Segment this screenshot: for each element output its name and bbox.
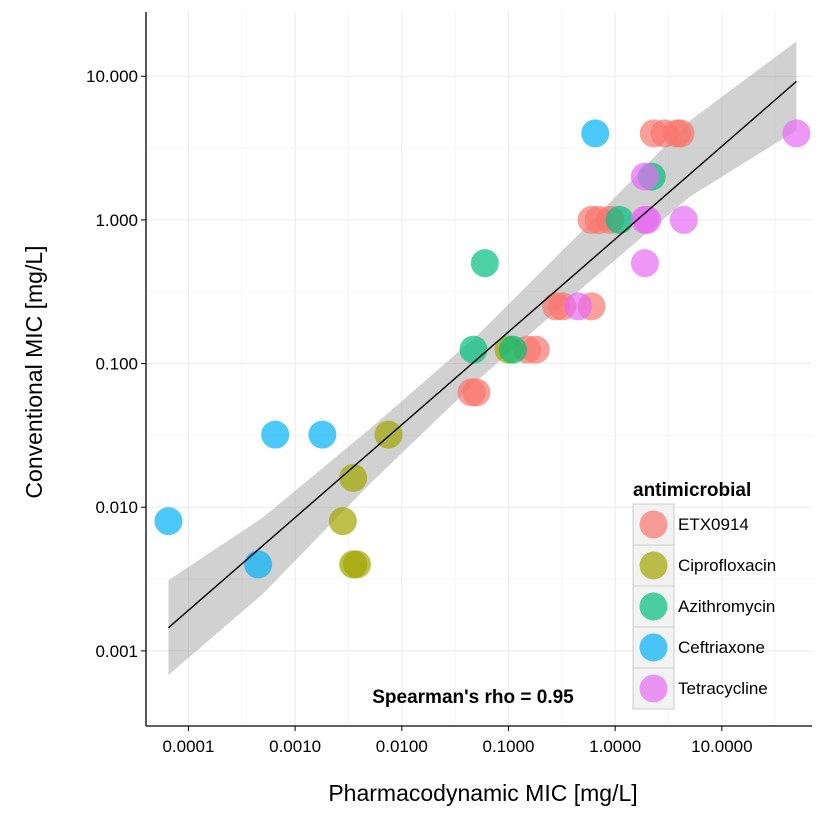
legend: antimicrobial ETX0914 Ciprofloxacin Azithr…: [632, 480, 776, 710]
legend-swatch-ciprofloxacin: [639, 551, 668, 580]
legend-swatch-etx0914: [639, 510, 668, 539]
spearman-annotation: Spearman's rho = 0.95: [372, 687, 574, 708]
regression-line: [168, 80, 797, 629]
axes: [145, 12, 812, 727]
point-tetracycline: [633, 205, 662, 234]
y-axis-title: Conventional MIC [mg/L]: [21, 245, 47, 498]
point-tetracycline: [630, 162, 659, 191]
point-azithromycin: [498, 335, 527, 364]
y-tick-label: 10.000: [86, 67, 138, 86]
legend-label-tetracycline: Tetracycline: [678, 679, 768, 698]
point-etx0914: [462, 378, 491, 407]
point-ceftriaxone: [244, 550, 273, 579]
regression-fit-line: [168, 80, 797, 629]
point-azithromycin: [605, 205, 634, 234]
point-ciprofloxacin: [342, 550, 371, 579]
y-tick-label: 0.100: [95, 355, 138, 374]
point-ceftriaxone: [261, 420, 290, 449]
data-points: [154, 119, 811, 579]
point-ciprofloxacin: [328, 507, 357, 536]
point-tetracycline: [782, 119, 811, 148]
x-axis-ticks: 0.0001 0.0010 0.0100 0.1000 1.0000 10.0000: [162, 726, 753, 756]
point-tetracycline: [630, 249, 659, 278]
y-tick-label: 0.001: [95, 642, 138, 661]
x-tick-label: 0.0010: [269, 737, 321, 756]
legend-label-ceftriaxone: Ceftriaxone: [678, 638, 765, 657]
point-azithromycin: [470, 249, 499, 278]
legend-label-ciprofloxacin: Ciprofloxacin: [678, 556, 776, 575]
point-ciprofloxacin: [339, 463, 368, 492]
x-axis-title: Pharmacodynamic MIC [mg/L]: [328, 780, 637, 806]
legend-swatch-azithromycin: [639, 592, 668, 621]
point-tetracycline: [564, 292, 593, 321]
legend-label-azithromycin: Azithromycin: [678, 597, 775, 616]
point-ceftriaxone: [154, 507, 183, 536]
x-tick-label: 1.0000: [589, 737, 641, 756]
x-tick-label: 0.0100: [376, 737, 428, 756]
point-etx0914: [666, 119, 695, 148]
point-azithromycin: [459, 335, 488, 364]
legend-swatch-tetracycline: [639, 674, 668, 703]
y-axis-ticks: 0.001 0.010 0.100 1.000 10.000: [86, 67, 146, 661]
x-tick-label: 0.1000: [482, 737, 534, 756]
point-ceftriaxone: [581, 119, 610, 148]
x-tick-label: 10.0000: [691, 737, 752, 756]
x-tick-label: 0.0001: [162, 737, 214, 756]
point-ceftriaxone: [308, 420, 337, 449]
legend-swatch-ceftriaxone: [639, 633, 668, 662]
y-tick-label: 1.000: [95, 211, 138, 230]
legend-title: antimicrobial: [633, 480, 751, 501]
point-tetracycline: [669, 205, 698, 234]
y-tick-label: 0.010: [95, 498, 138, 517]
point-etx0914: [521, 335, 550, 364]
grid: [146, 12, 812, 726]
legend-label-etx0914: ETX0914: [678, 515, 749, 534]
